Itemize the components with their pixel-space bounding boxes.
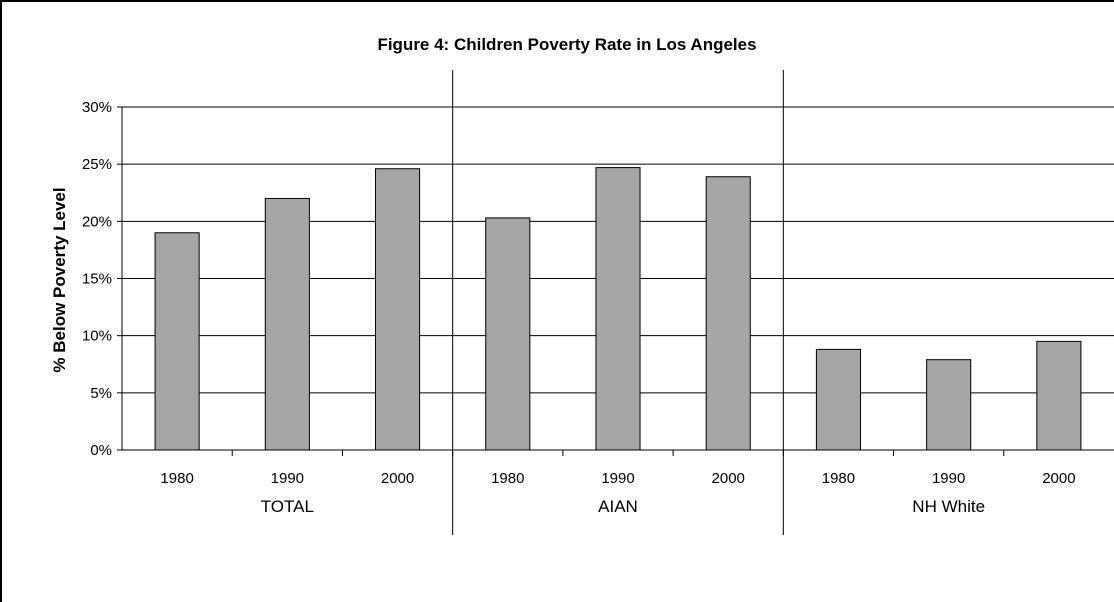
bar [485, 217, 531, 451]
axis-labels: 0% 5% 10% 15% 20% 25% 30% 1980 1990 2000 TOTAL 1980… [82, 99, 1076, 516]
x-tick-label: 2000 [1042, 470, 1075, 487]
bar [264, 197, 310, 451]
bar [1036, 340, 1082, 451]
bar [705, 176, 751, 451]
x-tick-label: 1990 [271, 470, 304, 487]
x-tick-label: 1980 [491, 470, 524, 487]
bar [154, 232, 200, 451]
bars [154, 167, 1082, 451]
y-tick-label: 30% [82, 99, 112, 116]
y-tick-label: 0% [90, 442, 112, 459]
group-label: TOTAL [261, 497, 314, 516]
y-tick-label: 10% [82, 328, 112, 345]
y-tick-label: 25% [82, 156, 112, 173]
y-tick-label: 5% [90, 385, 112, 402]
x-tick-label: 2000 [712, 470, 745, 487]
chart-title: Figure 4: Children Poverty Rate in Los A… [377, 35, 756, 54]
axes [117, 70, 1114, 535]
bar [815, 348, 861, 451]
bar [595, 167, 641, 451]
group-label: NH White [912, 497, 985, 516]
y-axis-title: % Below Poverty Level [50, 187, 69, 372]
x-tick-label: 1980 [822, 470, 855, 487]
bar [926, 359, 972, 451]
y-tick-label: 20% [82, 213, 112, 230]
x-tick-label: 1990 [601, 470, 634, 487]
bar [375, 168, 421, 451]
x-tick-label: 2000 [381, 470, 414, 487]
y-tick-label: 15% [82, 271, 112, 288]
group-label: AIAN [598, 497, 638, 516]
x-tick-label: 1980 [160, 470, 193, 487]
x-tick-label: 1990 [932, 470, 965, 487]
